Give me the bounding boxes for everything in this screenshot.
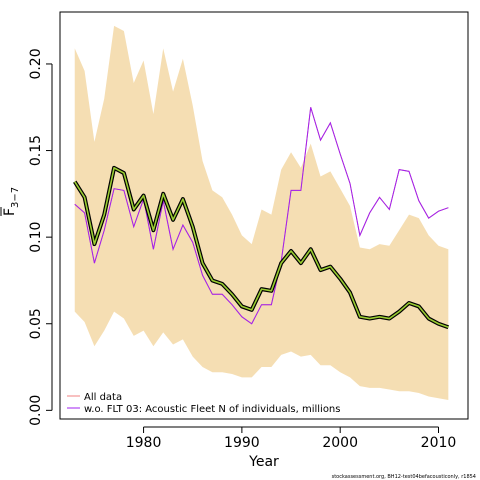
- series-2: [74, 107, 449, 325]
- series-3: [73, 165, 450, 330]
- y-axis-title-main: F: [2, 208, 18, 216]
- series-2-line: [74, 107, 449, 325]
- x-tick-label: 1990: [224, 435, 260, 451]
- confidence-band-layer: [74, 25, 449, 400]
- series-layer: [73, 107, 450, 330]
- plot-frame: [59, 11, 469, 420]
- y-tick-label: 0.20: [28, 48, 44, 79]
- x-tick-label: 1980: [126, 435, 162, 451]
- y-tick-label: 0.00: [28, 395, 44, 426]
- x-tick-label: 2000: [322, 435, 358, 451]
- confidence-band: [74, 25, 449, 400]
- legend-label-2: w.o. FLT 03: Acoustic Fleet N of individ…: [84, 404, 340, 415]
- y-axis-title-subscript: 3−7: [10, 187, 21, 208]
- y-tick-label: 0.10: [28, 222, 44, 253]
- footer-note: stockassessment.org, BH12-test04befacous…: [332, 474, 476, 480]
- y-tick-label: 0.05: [28, 308, 44, 339]
- y-axis-title: F 3−7: [0, 187, 21, 216]
- legend-label-1: All data: [84, 392, 122, 403]
- y-axis: 0.00 0.05 0.10 0.15 0.20: [28, 48, 53, 426]
- x-axis: 1980 1990 2000 2010: [126, 426, 457, 451]
- y-tick-label: 0.15: [28, 135, 44, 166]
- x-tick-label: 2010: [421, 435, 457, 451]
- x-axis-title: Year: [248, 454, 279, 470]
- series-3-line: [74, 167, 449, 328]
